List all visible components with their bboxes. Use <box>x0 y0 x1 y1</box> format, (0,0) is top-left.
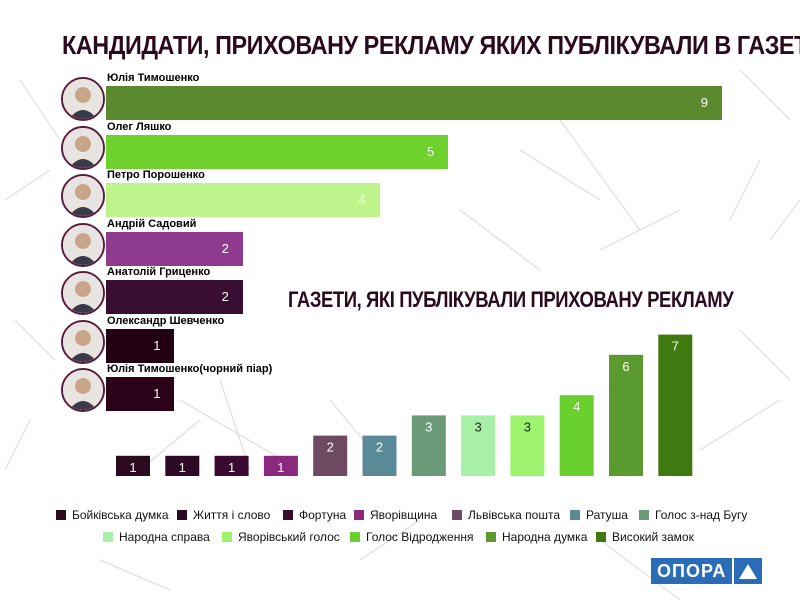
legend-item: Голос Відродження <box>350 530 473 544</box>
candidate-bar-value: 1 <box>153 386 161 401</box>
candidate-bar-value: 1 <box>153 337 161 353</box>
legend-label: Львівська пошта <box>468 508 561 522</box>
candidate-name: Юлія Тимошенко <box>107 72 200 84</box>
newspaper-bar <box>165 455 200 476</box>
chart-title-candidates: КАНДИДАТИ, ПРИХОВАНУ РЕКЛАМУ ЯКИХ ПУБЛІК… <box>62 30 800 60</box>
newspaper-bar <box>313 435 348 476</box>
legend-swatch <box>486 532 496 542</box>
candidate-name: Андрій Садовий <box>107 217 197 230</box>
candidate-avatar <box>61 368 105 412</box>
legend-swatch <box>350 532 360 542</box>
chart-title-newspapers: ГАЗЕТИ, ЯКІ ПУБЛІКУВАЛИ ПРИХОВАНУ РЕКЛАМ… <box>288 287 734 312</box>
legend-swatch <box>222 532 232 542</box>
legend-label: Фортуна <box>299 508 347 522</box>
candidate-avatar <box>61 319 105 364</box>
newspaper-bar <box>609 354 643 476</box>
legend-label: Ратуша <box>586 508 628 522</box>
logo-text: ОПОРА <box>651 558 733 584</box>
candidate-bar-value: 2 <box>221 289 229 304</box>
legend-item: Львівська пошта <box>452 508 560 522</box>
newspaper-bar <box>411 415 446 476</box>
candidate-bar: 1 <box>106 377 175 411</box>
newspaper-bar-value: 3 <box>474 419 481 434</box>
legend-swatch <box>570 510 580 520</box>
newspaper-bar <box>461 415 496 476</box>
candidate-name: Петро Порошенко <box>107 169 205 181</box>
legend-item: Високий замок <box>596 530 694 544</box>
legend-label: Голос Відродження <box>366 530 474 544</box>
legend-item: Голос з-над Бугу <box>639 508 747 522</box>
legend-label: Високий замок <box>612 530 694 544</box>
newspaper-bar <box>559 395 594 476</box>
legend-label: Народна думка <box>502 530 588 544</box>
candidate-name: Олег Ляшко <box>107 120 172 133</box>
legend-swatch <box>354 510 364 520</box>
legend-swatch <box>177 510 187 520</box>
candidate-bar: 2 <box>106 280 243 314</box>
newspaper-bar <box>263 455 298 476</box>
newspaper-bar-value: 7 <box>672 339 679 354</box>
candidate-name: Олександр Шевченко <box>107 314 225 327</box>
legend-label: Бойківська думка <box>72 508 169 522</box>
newspapers-chart: 1 1 1 1 2 2 3 3 3 4 6 7 <box>116 334 693 476</box>
newspaper-bar <box>510 415 545 476</box>
legend-swatch <box>56 510 66 520</box>
legend-item: Яворівський голос <box>222 530 340 544</box>
newspaper-bar-value: 2 <box>327 440 334 455</box>
newspaper-bar-value: 6 <box>622 359 629 374</box>
candidate-name: Юлія Тимошенко(чорний піар) <box>107 363 273 375</box>
newspaper-bar <box>362 435 397 476</box>
legend-swatch <box>639 510 649 520</box>
candidate-avatar <box>61 174 105 218</box>
candidate-bar-value: 9 <box>700 95 708 110</box>
legend-item: Життя і слово <box>177 508 270 522</box>
newspaper-bar-value: 2 <box>376 440 383 455</box>
legend-label: Яворівщина <box>370 508 438 522</box>
newspaper-bar-value: 1 <box>129 460 136 475</box>
newspaper-bar-value: 1 <box>179 460 186 475</box>
newspaper-bar-value: 1 <box>228 460 235 475</box>
newspaper-bar-value: 3 <box>425 419 432 434</box>
legend-label: Голос з-над Бугу <box>655 508 748 522</box>
legend-item: Ратуша <box>570 508 628 522</box>
newspaper-bar <box>116 455 150 476</box>
legend-swatch <box>283 510 293 520</box>
legend-swatch <box>596 532 606 542</box>
legend-item: Бойківська думка <box>56 508 169 522</box>
newspaper-bar <box>658 334 693 476</box>
candidate-bar: 1 <box>106 328 175 363</box>
candidate-bar: 9 <box>106 86 722 120</box>
legend-label: Народна справа <box>119 530 210 544</box>
opora-logo: ОПОРА <box>651 558 763 584</box>
candidate-name: Анатолій Гриценко <box>107 266 211 278</box>
candidate-bar: 2 <box>106 231 243 266</box>
legend-swatch <box>103 532 113 542</box>
newspaper-bar-value: 3 <box>524 419 531 434</box>
legend-item: Яворівщина <box>354 508 437 522</box>
candidate-bar: 4 <box>106 183 380 217</box>
legend-swatch <box>452 510 462 520</box>
newspaper-bar <box>214 455 249 476</box>
legend-label: Яворівський голос <box>238 530 340 544</box>
candidate-bar-value: 4 <box>358 192 366 207</box>
legend-item: Народна думка <box>486 530 587 544</box>
legend-label: Життя і слово <box>193 508 271 522</box>
candidate-avatar <box>61 222 105 267</box>
legend-item: Народна справа <box>103 530 210 544</box>
logo-triangle-icon <box>734 558 763 584</box>
legend-item: Фортуна <box>283 508 346 522</box>
newspaper-bar-value: 1 <box>277 460 284 475</box>
candidate-avatar <box>61 271 105 315</box>
candidate-bar-value: 2 <box>221 240 229 256</box>
candidate-bar: 5 <box>106 134 449 169</box>
candidate-avatar <box>61 125 105 170</box>
candidate-avatar <box>61 77 105 121</box>
newspaper-bar-value: 4 <box>573 399 580 414</box>
candidate-bar-value: 5 <box>426 143 435 159</box>
